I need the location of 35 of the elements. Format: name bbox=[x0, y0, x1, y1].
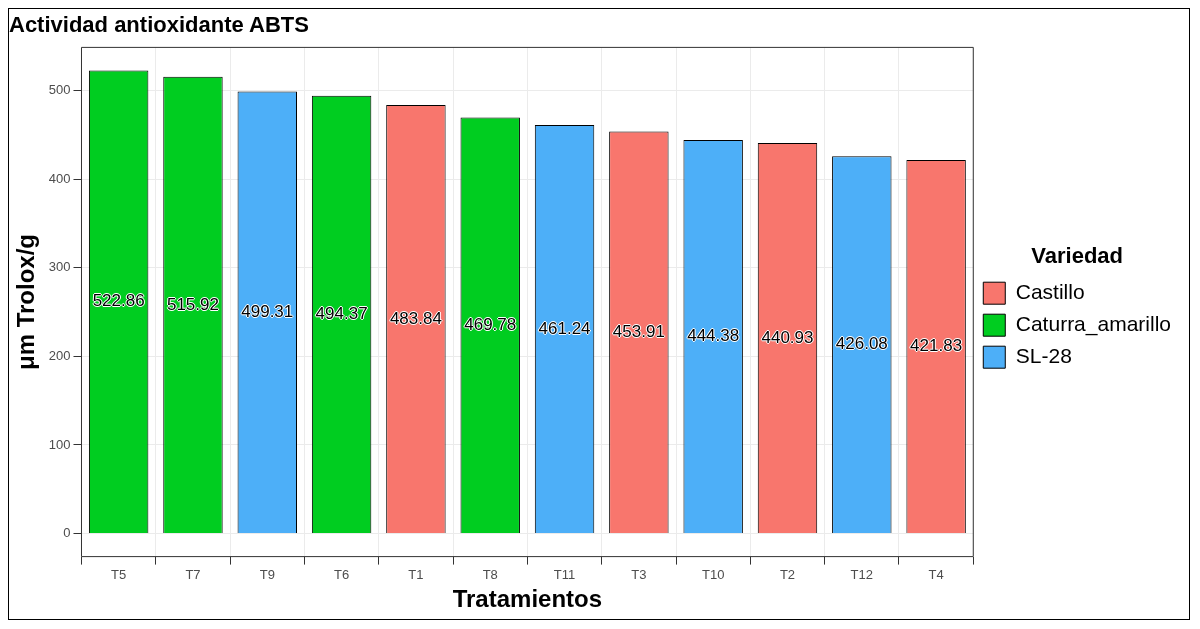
x-tick-label: T12 bbox=[850, 566, 874, 582]
legend-label: Castillo bbox=[1015, 280, 1085, 303]
x-tick-label: T5 bbox=[111, 566, 127, 582]
y-tick-label: 200 bbox=[48, 347, 71, 363]
x-tick-label: T3 bbox=[631, 566, 647, 582]
data-label: 515.92 bbox=[166, 294, 219, 314]
x-tick-label: T10 bbox=[701, 566, 725, 582]
x-tick-label: T2 bbox=[779, 566, 796, 582]
data-label: 421.83 bbox=[911, 336, 964, 356]
legend-label: Caturra_amarillo bbox=[1015, 312, 1172, 336]
legend-title: Variedad bbox=[1031, 242, 1123, 268]
y-tick-label: 500 bbox=[48, 82, 71, 98]
data-label: 426.08 bbox=[835, 334, 888, 354]
x-axis-title: Tratamientos bbox=[452, 585, 603, 613]
x-tick-label: T9 bbox=[259, 566, 275, 582]
y-tick-label: 100 bbox=[48, 436, 71, 452]
x-tick-label: T11 bbox=[553, 566, 576, 582]
x-tick-label: T1 bbox=[408, 566, 424, 582]
data-label: 483.84 bbox=[389, 308, 442, 328]
data-label: 494.37 bbox=[315, 304, 368, 324]
data-label: 522.86 bbox=[92, 291, 145, 311]
y-tick-label: 0 bbox=[63, 525, 71, 541]
y-tick-label: 300 bbox=[48, 259, 71, 275]
data-label: 461.24 bbox=[538, 318, 591, 338]
x-tick-label: T7 bbox=[185, 566, 201, 582]
data-label: 469.78 bbox=[464, 314, 517, 334]
data-label: 444.38 bbox=[687, 325, 740, 345]
chart-title: Actividad antioxidante ABTS bbox=[9, 12, 309, 38]
x-tick-label: T6 bbox=[334, 566, 350, 582]
x-tick-label: T8 bbox=[482, 566, 498, 582]
x-tick-label: T4 bbox=[928, 566, 944, 582]
y-axis-title: μm Trolox/g bbox=[12, 233, 40, 371]
legend-label: SL-28 bbox=[1015, 344, 1072, 367]
y-tick-label: 400 bbox=[48, 170, 71, 186]
data-label: 499.31 bbox=[241, 301, 294, 321]
